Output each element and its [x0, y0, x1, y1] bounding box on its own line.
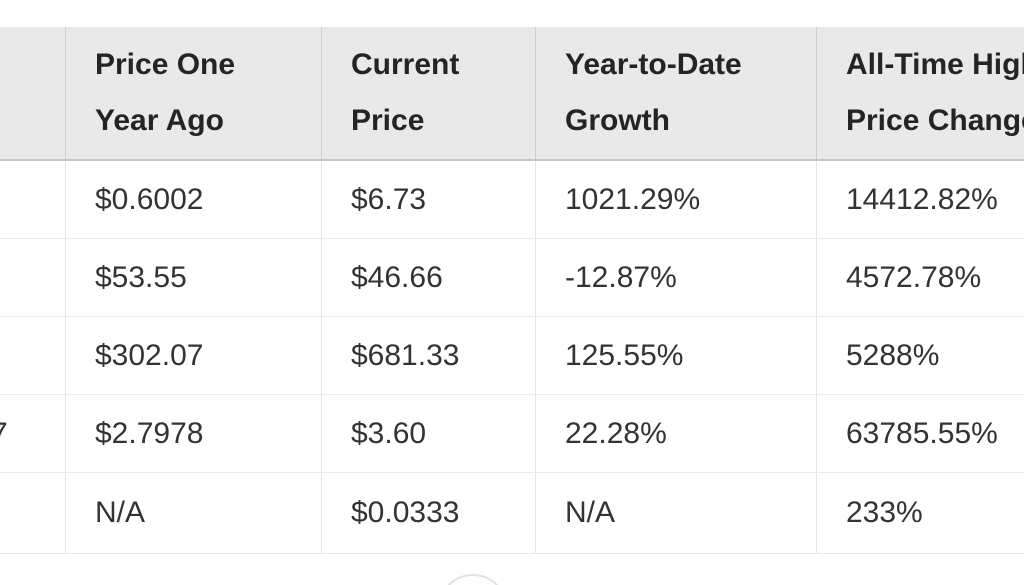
cell-asset [0, 161, 66, 238]
header-line: Year Ago [95, 104, 224, 137]
header-line: All-Time High [846, 48, 1024, 81]
header-line: Current [351, 48, 460, 81]
crypto-price-table: Price One Year Ago Current Price Year-to… [0, 27, 1024, 554]
cell-price-one-year-ago: $2.7978 [66, 395, 322, 472]
table-row: N/A $0.0333 N/A 233% [0, 473, 1024, 554]
asset-fragment: 7 [0, 417, 8, 451]
cell-price-one-year-ago: $0.6002 [66, 161, 322, 238]
header-line: Price [351, 104, 425, 137]
column-header-current-price: Current Price [322, 27, 536, 159]
cell-ath-price-change: 14412.82% [817, 161, 1024, 238]
header-line: Year-to-Date [565, 48, 742, 81]
cell-ytd-growth: 1021.29% [536, 161, 817, 238]
cell-price-one-year-ago: N/A [66, 473, 322, 553]
cell-asset [0, 317, 66, 394]
header-line: Price Change [846, 104, 1024, 137]
column-header-asset [0, 27, 66, 159]
cell-ath-price-change: 5288% [817, 317, 1024, 394]
cell-ytd-growth: 125.55% [536, 317, 817, 394]
column-header-ath-price-change: All-Time High Price Change [817, 27, 1024, 159]
cell-price-one-year-ago: $53.55 [66, 239, 322, 316]
header-line: Growth [565, 104, 670, 137]
header-line: Price One [95, 48, 236, 81]
cell-current-price: $6.73 [322, 161, 536, 238]
cell-ath-price-change: 4572.78% [817, 239, 1024, 316]
cell-ytd-growth: 22.28% [536, 395, 817, 472]
cell-current-price: $46.66 [322, 239, 536, 316]
cell-ytd-growth: -12.87% [536, 239, 817, 316]
table-header-row: Price One Year Ago Current Price Year-to… [0, 27, 1024, 161]
table-row: $0.6002 $6.73 1021.29% 14412.82% [0, 161, 1024, 239]
cell-current-price: $3.60 [322, 395, 536, 472]
table-row: $302.07 $681.33 125.55% 5288% [0, 317, 1024, 395]
cell-current-price: $681.33 [322, 317, 536, 394]
table-row: 7 $2.7978 $3.60 22.28% 63785.55% [0, 395, 1024, 473]
cell-ath-price-change: 233% [817, 473, 1024, 553]
cell-price-one-year-ago: $302.07 [66, 317, 322, 394]
cell-current-price: $0.0333 [322, 473, 536, 553]
cell-ath-price-change: 63785.55% [817, 395, 1024, 472]
cell-asset: 7 [0, 395, 66, 472]
column-header-price-one-year-ago: Price One Year Ago [66, 27, 322, 159]
table-row: $53.55 $46.66 -12.87% 4572.78% [0, 239, 1024, 317]
partial-circle-element [438, 574, 508, 585]
cell-ytd-growth: N/A [536, 473, 817, 553]
column-header-ytd-growth: Year-to-Date Growth [536, 27, 817, 159]
cell-asset [0, 473, 66, 553]
cell-asset [0, 239, 66, 316]
